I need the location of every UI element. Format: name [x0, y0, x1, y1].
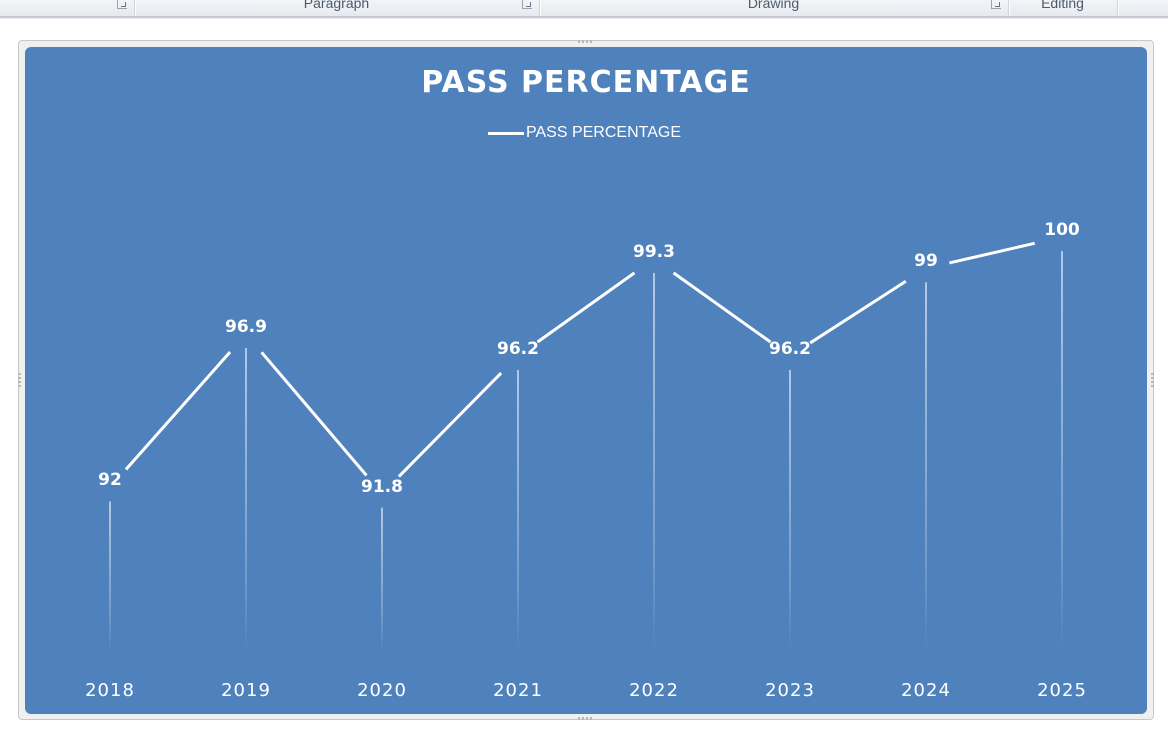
- ribbon-group-label: Paragraph: [303, 0, 370, 11]
- ribbon-group-editing: Editing: [1008, 0, 1118, 16]
- drop-line: [381, 507, 383, 652]
- resize-handle-right[interactable]: [1151, 371, 1154, 387]
- x-axis-tick-label[interactable]: 2023: [765, 680, 815, 701]
- ribbon-group-drawing: Drawing: [539, 0, 1009, 16]
- data-label[interactable]: 99.3: [633, 241, 675, 262]
- ribbon-group-label: Drawing: [747, 0, 800, 11]
- drop-line: [1061, 251, 1063, 652]
- resize-handle-top[interactable]: [578, 40, 594, 43]
- x-axis-tick-label[interactable]: 2024: [901, 680, 951, 701]
- ribbon-group-label: Editing: [1041, 0, 1084, 11]
- ribbon-group-paragraph: Paragraph: [134, 0, 540, 16]
- series-line-segment[interactable]: [260, 351, 368, 477]
- x-axis-tick-label[interactable]: 2025: [1037, 680, 1087, 701]
- data-label[interactable]: 100: [1044, 220, 1080, 240]
- dialog-launcher-icon[interactable]: [522, 0, 532, 9]
- chart-area[interactable]: PASS PERCENTAGE PASS PERCENTAGE 92 96.9 91…: [25, 47, 1147, 714]
- resize-handle-left[interactable]: [18, 371, 21, 387]
- line-plot: [109, 241, 1063, 652]
- x-axis-tick-label[interactable]: 2019: [221, 680, 271, 701]
- drop-line: [653, 272, 655, 652]
- series-line-segment[interactable]: [397, 371, 503, 478]
- data-label[interactable]: 96.2: [769, 338, 811, 359]
- data-label[interactable]: 96.9: [225, 317, 267, 338]
- ribbon-group-font: [0, 0, 135, 16]
- series-line-segment[interactable]: [809, 280, 907, 345]
- dialog-launcher-icon[interactable]: [117, 0, 127, 9]
- drop-line: [789, 369, 791, 652]
- ribbon: Paragraph Drawing Editing: [0, 0, 1168, 18]
- series-line-segment[interactable]: [536, 271, 636, 344]
- data-label[interactable]: 92: [98, 470, 122, 491]
- series-line-segment[interactable]: [124, 350, 232, 471]
- series-line-segment[interactable]: [949, 241, 1036, 265]
- chart-title[interactable]: PASS PERCENTAGE: [421, 65, 751, 100]
- x-axis-tick-label[interactable]: 2022: [629, 680, 679, 701]
- series-line-segment[interactable]: [672, 271, 772, 344]
- data-label[interactable]: 91.8: [361, 476, 403, 497]
- x-axis-tick-label[interactable]: 2020: [357, 680, 407, 701]
- data-label[interactable]: 99: [914, 251, 938, 272]
- x-axis-tick-label[interactable]: 2018: [85, 680, 135, 701]
- dialog-launcher-icon[interactable]: [991, 0, 1001, 9]
- resize-handle-bottom[interactable]: [578, 717, 594, 720]
- legend-line-swatch: [488, 131, 524, 135]
- chart-frame[interactable]: PASS PERCENTAGE PASS PERCENTAGE 92 96.9 91…: [18, 40, 1154, 720]
- legend-label: PASS PERCENTAGE: [526, 124, 681, 141]
- drop-line: [925, 282, 927, 652]
- legend[interactable]: PASS PERCENTAGE: [488, 123, 681, 143]
- data-label[interactable]: 96.2: [497, 338, 539, 359]
- drop-line: [109, 501, 111, 652]
- drop-line: [245, 348, 247, 652]
- x-axis-tick-label[interactable]: 2021: [493, 680, 543, 701]
- drop-line: [517, 369, 519, 652]
